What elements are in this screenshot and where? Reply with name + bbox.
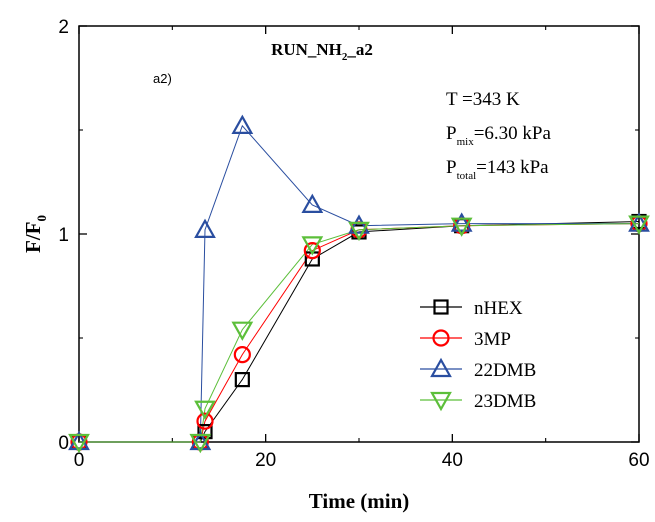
series-layer — [68, 114, 650, 454]
x-tick-label: 20 — [255, 450, 276, 471]
data-point-23DMB — [189, 433, 212, 454]
data-point-22DMB — [231, 114, 254, 134]
y-tick-label: 1 — [58, 225, 69, 246]
data-point-23DMB — [348, 221, 370, 242]
x-axis-ticks: 0 20 40 60 — [74, 26, 650, 471]
y-tick-label: 2 — [58, 17, 69, 38]
y-axis-ticks: 0 1 2 — [58, 17, 639, 454]
data-point-3MP — [233, 346, 251, 364]
legend-marker-23DMB — [430, 391, 452, 412]
data-point-23DMB — [301, 236, 324, 256]
data-point-3MP — [303, 242, 321, 260]
data-point-nHEX — [197, 424, 213, 440]
legend-label-nHEX: nHEX — [474, 298, 523, 319]
data-point-22DMB — [450, 212, 473, 232]
y-tick-label: 0 — [58, 433, 69, 454]
data-point-22DMB — [301, 193, 324, 213]
x-tick-label: 0 — [74, 450, 85, 471]
y-axis-label: F/F0 — [21, 215, 49, 253]
chart-title: RUN_NH2_a2 — [271, 40, 373, 63]
data-point-23DMB — [68, 433, 90, 454]
series-line-3MP — [79, 223, 640, 443]
legend-label-22DMB: 22DMB — [474, 360, 536, 381]
plot-frame — [78, 25, 640, 443]
pmix-annotation: Pmix=6.30 kPa — [446, 123, 551, 148]
data-point-nHEX — [234, 372, 250, 388]
x-tick-label: 60 — [628, 450, 649, 471]
data-point-23DMB — [628, 215, 650, 235]
series-line-nHEX — [79, 221, 640, 443]
x-axis-label: Time (min) — [309, 489, 410, 513]
legend-label-23DMB: 23DMB — [474, 391, 536, 412]
data-point-3MP — [196, 412, 214, 430]
series-line-22DMB — [79, 124, 639, 443]
data-point-22DMB — [194, 218, 216, 238]
legend-marker-nHEX — [433, 299, 449, 315]
legend-marker-22DMB — [430, 357, 452, 378]
legend-marker-3MP — [432, 329, 450, 347]
data-point-23DMB — [231, 321, 254, 341]
data-point-23DMB — [194, 400, 216, 420]
temperature-annotation: T =343 K — [446, 89, 520, 110]
ptotal-annotation: Ptotal=143 kPa — [446, 157, 549, 182]
series-line-23DMB — [79, 223, 640, 443]
legend-label-3MP: 3MP — [474, 329, 511, 350]
legend: nHEX 3MP 22DMB 23DMB — [420, 298, 536, 412]
x-tick-label: 40 — [442, 450, 463, 471]
data-point-23DMB — [450, 217, 473, 237]
panel-label: a2) — [153, 71, 172, 86]
data-point-22DMB — [348, 214, 370, 234]
